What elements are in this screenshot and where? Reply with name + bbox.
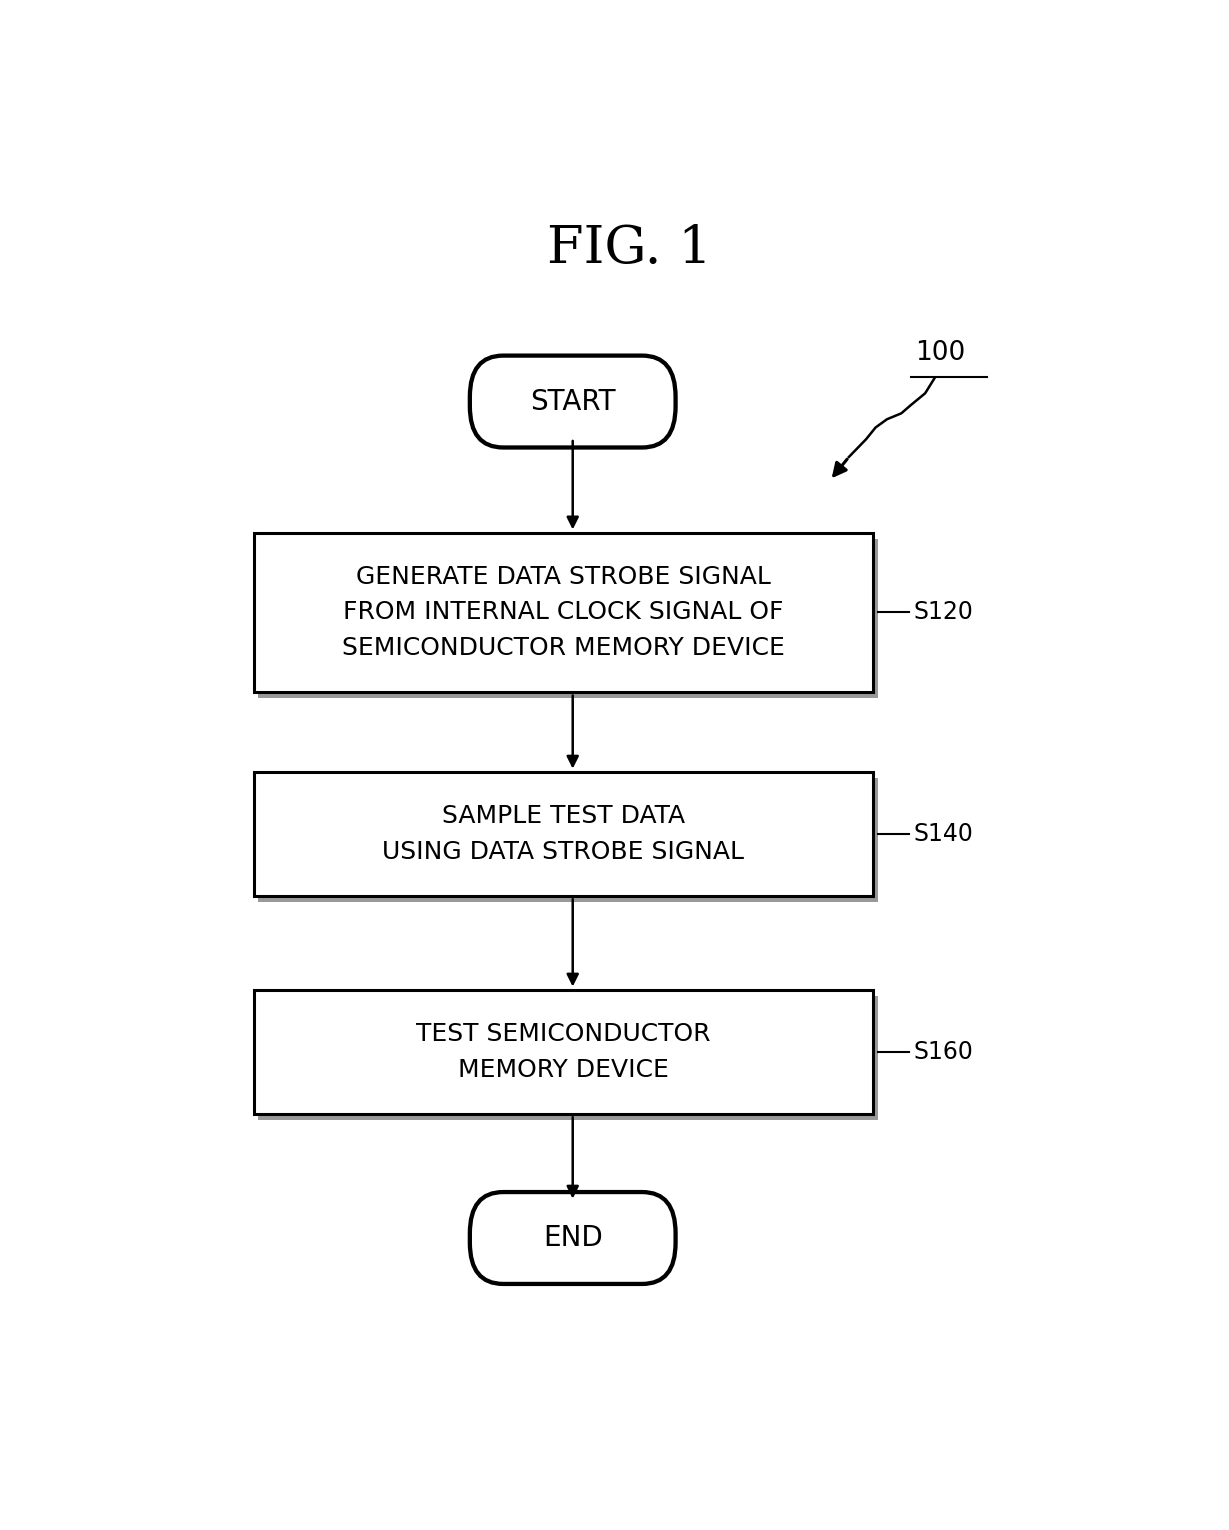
Text: SAMPLE TEST DATA
USING DATA STROBE SIGNAL: SAMPLE TEST DATA USING DATA STROBE SIGNA… bbox=[382, 805, 745, 863]
Text: TEST SEMICONDUCTOR
MEMORY DEVICE: TEST SEMICONDUCTOR MEMORY DEVICE bbox=[415, 1022, 710, 1082]
FancyBboxPatch shape bbox=[469, 355, 676, 447]
Text: 100: 100 bbox=[916, 340, 966, 366]
Text: GENERATE DATA STROBE SIGNAL
FROM INTERNAL CLOCK SIGNAL OF
SEMICONDUCTOR MEMORY D: GENERATE DATA STROBE SIGNAL FROM INTERNA… bbox=[342, 565, 784, 659]
Text: START: START bbox=[530, 387, 616, 416]
Bar bbox=[253, 990, 873, 1114]
Text: END: END bbox=[543, 1224, 602, 1252]
Bar bbox=[258, 777, 878, 901]
FancyBboxPatch shape bbox=[469, 1192, 676, 1284]
Bar bbox=[258, 996, 878, 1120]
Bar bbox=[258, 539, 878, 698]
Text: S140: S140 bbox=[913, 822, 973, 846]
Text: S160: S160 bbox=[913, 1040, 973, 1063]
Bar bbox=[253, 532, 873, 692]
Bar bbox=[253, 773, 873, 895]
Text: S120: S120 bbox=[913, 600, 973, 624]
Text: FIG. 1: FIG. 1 bbox=[547, 223, 713, 274]
